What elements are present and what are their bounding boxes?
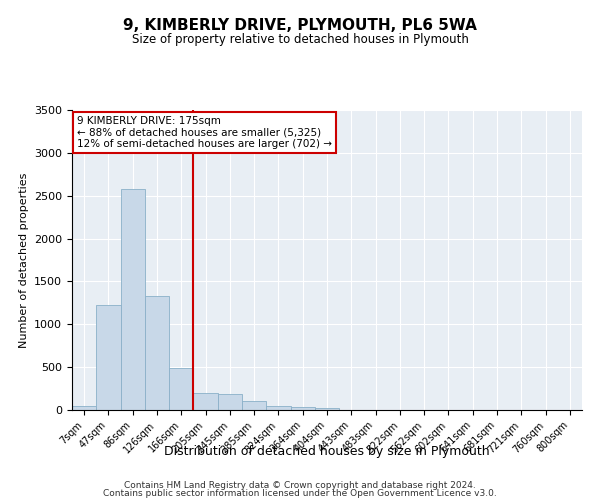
Bar	[218, 394, 242, 410]
Bar	[121, 189, 145, 410]
Bar	[96, 306, 121, 410]
Text: Contains public sector information licensed under the Open Government Licence v3: Contains public sector information licen…	[103, 489, 497, 498]
Text: Size of property relative to detached houses in Plymouth: Size of property relative to detached ho…	[131, 32, 469, 46]
Bar	[315, 408, 339, 410]
Bar	[290, 408, 315, 410]
Text: 9, KIMBERLY DRIVE, PLYMOUTH, PL6 5WA: 9, KIMBERLY DRIVE, PLYMOUTH, PL6 5WA	[123, 18, 477, 32]
Bar	[169, 368, 193, 410]
Bar	[266, 406, 290, 410]
Bar	[193, 393, 218, 410]
Bar	[242, 402, 266, 410]
Text: Contains HM Land Registry data © Crown copyright and database right 2024.: Contains HM Land Registry data © Crown c…	[124, 480, 476, 490]
Bar	[72, 406, 96, 410]
Text: 9 KIMBERLY DRIVE: 175sqm
← 88% of detached houses are smaller (5,325)
12% of sem: 9 KIMBERLY DRIVE: 175sqm ← 88% of detach…	[77, 116, 332, 149]
Y-axis label: Number of detached properties: Number of detached properties	[19, 172, 29, 348]
Bar	[145, 296, 169, 410]
Text: Distribution of detached houses by size in Plymouth: Distribution of detached houses by size …	[164, 445, 490, 458]
